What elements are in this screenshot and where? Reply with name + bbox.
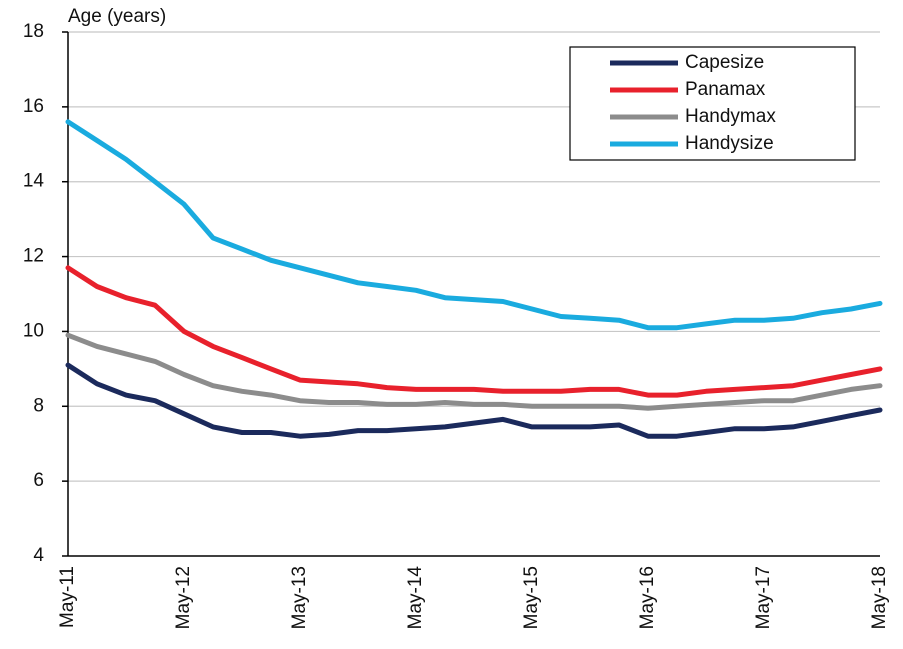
y-tick-label: 16	[23, 96, 44, 117]
x-tick-label: May-16	[637, 566, 658, 629]
y-tick-label: 18	[23, 21, 44, 42]
legend-label: Capesize	[685, 52, 764, 73]
series-line	[65, 362, 883, 439]
legend-label: Handysize	[685, 133, 774, 154]
legend-label: Handymax	[685, 106, 776, 127]
series-line	[65, 119, 883, 331]
y-tick-label: 6	[33, 470, 44, 491]
x-tick-label: May-13	[289, 566, 310, 629]
x-tick-label: May-11	[57, 566, 78, 628]
y-tick-label: 8	[33, 395, 44, 416]
x-tick-label: May-14	[405, 566, 426, 630]
x-tick-label: May-17	[753, 566, 774, 629]
x-tick-label: May-18	[869, 566, 890, 629]
x-tick-label: May-12	[173, 566, 194, 629]
series-line	[65, 332, 883, 411]
y-tick-label: 12	[23, 246, 44, 267]
legend-box	[569, 46, 856, 161]
y-tick-label: 4	[33, 545, 44, 566]
x-tick-label: May-15	[521, 566, 542, 629]
y-tick-label: 10	[23, 320, 44, 341]
y-axis-label: Age (years)	[68, 6, 166, 27]
series-line	[65, 265, 883, 398]
legend-label: Panamax	[685, 79, 766, 100]
y-tick-label: 14	[23, 171, 45, 192]
